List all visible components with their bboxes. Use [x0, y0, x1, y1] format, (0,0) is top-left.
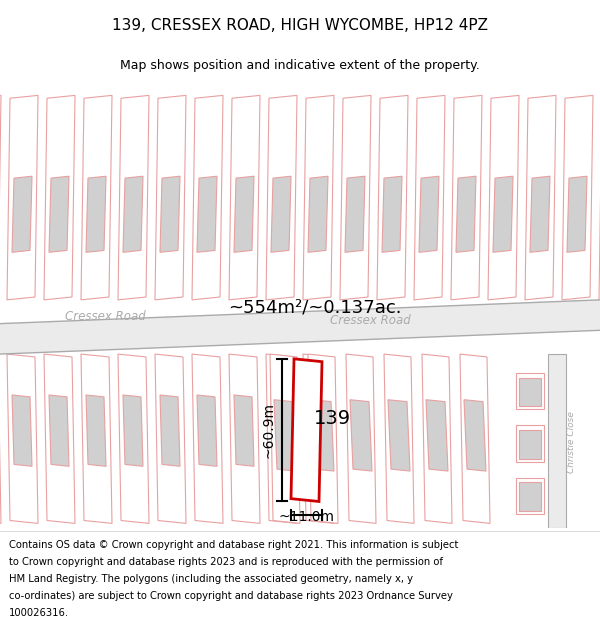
Text: Map shows position and indicative extent of the property.: Map shows position and indicative extent…	[120, 59, 480, 72]
Polygon shape	[155, 96, 186, 300]
Polygon shape	[86, 176, 106, 252]
Polygon shape	[388, 400, 410, 471]
Polygon shape	[274, 400, 296, 471]
Polygon shape	[86, 395, 106, 466]
Polygon shape	[516, 426, 544, 461]
Text: Christie Close: Christie Close	[568, 412, 577, 474]
Text: ~554m²/~0.137ac.: ~554m²/~0.137ac.	[228, 299, 402, 316]
Polygon shape	[7, 354, 38, 523]
Polygon shape	[291, 359, 322, 501]
Text: 100026316.: 100026316.	[9, 608, 69, 618]
Polygon shape	[548, 354, 566, 528]
Polygon shape	[308, 176, 328, 252]
Polygon shape	[562, 96, 593, 300]
Text: ~11.0m: ~11.0m	[278, 511, 334, 524]
Polygon shape	[160, 176, 180, 252]
Polygon shape	[519, 378, 541, 406]
Text: HM Land Registry. The polygons (including the associated geometry, namely x, y: HM Land Registry. The polygons (includin…	[9, 574, 413, 584]
Text: 139, CRESSEX ROAD, HIGH WYCOMBE, HP12 4PZ: 139, CRESSEX ROAD, HIGH WYCOMBE, HP12 4P…	[112, 18, 488, 33]
Polygon shape	[0, 96, 1, 300]
Polygon shape	[377, 96, 408, 300]
Polygon shape	[422, 354, 452, 523]
Polygon shape	[530, 176, 550, 252]
Polygon shape	[270, 354, 300, 523]
Polygon shape	[234, 395, 254, 466]
Polygon shape	[346, 354, 376, 523]
Polygon shape	[456, 176, 476, 252]
Polygon shape	[197, 395, 217, 466]
Polygon shape	[160, 395, 180, 466]
Polygon shape	[271, 176, 291, 252]
Polygon shape	[192, 96, 223, 300]
Polygon shape	[12, 176, 32, 252]
Polygon shape	[123, 395, 143, 466]
Polygon shape	[118, 354, 149, 523]
Polygon shape	[81, 354, 112, 523]
Polygon shape	[234, 176, 254, 252]
Polygon shape	[382, 176, 402, 252]
Polygon shape	[519, 482, 541, 511]
Polygon shape	[123, 176, 143, 252]
Polygon shape	[266, 96, 297, 300]
Polygon shape	[81, 96, 112, 300]
Text: ~60.9m: ~60.9m	[261, 402, 275, 458]
Polygon shape	[7, 96, 38, 300]
Polygon shape	[345, 176, 365, 252]
Polygon shape	[460, 354, 490, 523]
Polygon shape	[0, 354, 1, 523]
Polygon shape	[303, 96, 334, 300]
Polygon shape	[229, 354, 260, 523]
Polygon shape	[340, 96, 371, 300]
Polygon shape	[12, 395, 32, 466]
Polygon shape	[118, 96, 149, 300]
Polygon shape	[488, 96, 519, 300]
Polygon shape	[493, 176, 513, 252]
Text: Cressex Road: Cressex Road	[329, 314, 410, 328]
Polygon shape	[426, 400, 448, 471]
Polygon shape	[567, 176, 587, 252]
Polygon shape	[419, 176, 439, 252]
Polygon shape	[197, 176, 217, 252]
Polygon shape	[44, 354, 75, 523]
Polygon shape	[451, 96, 482, 300]
Polygon shape	[0, 300, 600, 354]
Polygon shape	[414, 96, 445, 300]
Polygon shape	[599, 96, 600, 300]
Polygon shape	[312, 400, 334, 471]
Text: co-ordinates) are subject to Crown copyright and database rights 2023 Ordnance S: co-ordinates) are subject to Crown copyr…	[9, 591, 453, 601]
Polygon shape	[519, 430, 541, 459]
Text: to Crown copyright and database rights 2023 and is reproduced with the permissio: to Crown copyright and database rights 2…	[9, 557, 443, 567]
Polygon shape	[464, 400, 486, 471]
Polygon shape	[525, 96, 556, 300]
Polygon shape	[303, 354, 334, 523]
Polygon shape	[308, 395, 328, 466]
Polygon shape	[229, 96, 260, 300]
Text: Cressex Road: Cressex Road	[65, 311, 145, 324]
Polygon shape	[44, 96, 75, 300]
Polygon shape	[271, 395, 291, 466]
Polygon shape	[350, 400, 372, 471]
Text: Contains OS data © Crown copyright and database right 2021. This information is : Contains OS data © Crown copyright and d…	[9, 540, 458, 550]
Text: 139: 139	[313, 409, 350, 428]
Polygon shape	[266, 354, 297, 523]
Polygon shape	[308, 354, 338, 523]
Polygon shape	[49, 395, 69, 466]
Polygon shape	[384, 354, 414, 523]
Polygon shape	[192, 354, 223, 523]
Polygon shape	[155, 354, 186, 523]
Polygon shape	[49, 176, 69, 252]
Polygon shape	[516, 478, 544, 514]
Polygon shape	[516, 373, 544, 409]
